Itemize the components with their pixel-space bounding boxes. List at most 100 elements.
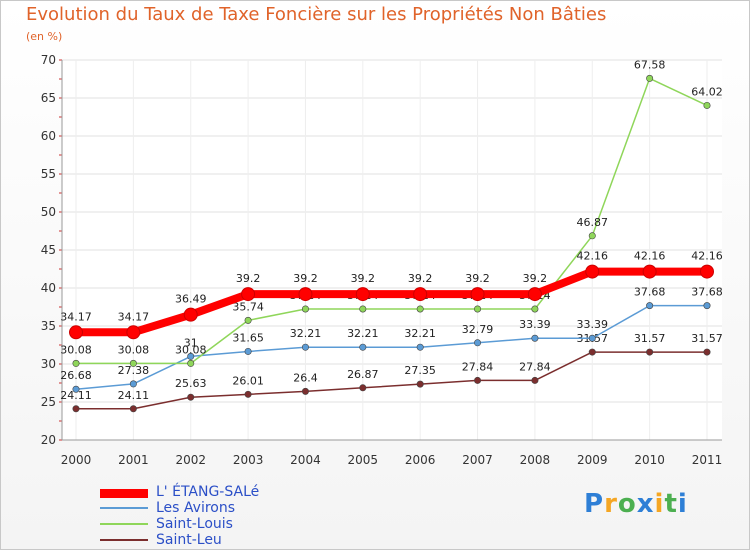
series-line [72, 267, 711, 337]
data-label: 36.49 [175, 293, 207, 306]
data-label: 32.79 [462, 323, 494, 336]
data-point [129, 380, 137, 388]
data-label: 42.16 [691, 250, 723, 263]
data-point [244, 347, 252, 355]
data-point [642, 264, 657, 279]
data-label: 42.16 [577, 250, 609, 263]
data-point [183, 307, 198, 322]
proxiti-logo: Proxiti [584, 489, 688, 519]
logo-letter: o [617, 489, 637, 519]
data-point [187, 352, 195, 360]
data-label: 39.2 [236, 272, 261, 285]
data-label: 39.2 [351, 272, 376, 285]
data-label: 34.17 [118, 310, 150, 323]
x-tick-label: 2004 [290, 453, 321, 467]
data-point [531, 376, 539, 384]
y-tick-label: 50 [41, 205, 56, 219]
logo-letter: t [664, 489, 678, 519]
data-point [187, 393, 195, 401]
data-point [527, 287, 542, 302]
data-label: 30.08 [60, 343, 92, 356]
y-tick-label: 30 [41, 357, 56, 371]
data-label: 64.02 [691, 85, 723, 98]
data-label: 33.39 [519, 318, 551, 331]
data-point [69, 325, 83, 340]
data-label: 39.2 [408, 272, 433, 285]
data-point [72, 405, 80, 413]
data-point [126, 325, 141, 340]
data-label: 39.2 [523, 272, 548, 285]
data-point [646, 348, 654, 356]
logo-letter: i [677, 489, 688, 519]
data-point [646, 302, 654, 310]
data-label: 32.21 [404, 327, 436, 340]
data-label: 25.63 [175, 377, 207, 390]
x-tick-label: 2001 [118, 453, 149, 467]
y-tick-label: 25 [41, 395, 56, 409]
data-point [646, 74, 654, 82]
data-point [244, 316, 252, 324]
legend-swatch-etang-sale [100, 489, 148, 498]
x-tick-label: 2006 [405, 453, 436, 467]
chart-title: Evolution du Taux de Taxe Foncière sur l… [26, 4, 607, 25]
data-point [129, 359, 137, 367]
data-label: 30.08 [175, 343, 207, 356]
data-label: 39.2 [293, 272, 318, 285]
legend-swatch-saint-leu [100, 539, 148, 541]
data-label: 27.35 [404, 364, 436, 377]
data-label: 26.87 [347, 368, 379, 381]
data-label: 32.21 [347, 327, 379, 340]
data-label: 37.68 [634, 286, 666, 299]
data-label: 27.38 [118, 364, 150, 377]
x-tick-label: 2007 [462, 453, 493, 467]
y-tick-label: 35 [41, 319, 56, 333]
y-tick-label: 65 [41, 91, 56, 105]
legend-item-saint-louis: Saint-Louis [100, 516, 320, 534]
logo-letter: P [584, 489, 605, 519]
data-point [531, 305, 539, 313]
data-point [129, 405, 137, 413]
data-label: 46.87 [577, 216, 609, 229]
legend-label: L' ÉTANG-SALé [156, 484, 260, 500]
x-tick-label: 2002 [175, 453, 206, 467]
y-tick-label: 20 [41, 433, 56, 447]
logo-letter: x [636, 489, 655, 519]
data-label: 26.68 [60, 369, 92, 382]
data-point [244, 390, 252, 398]
y-tick-label: 70 [41, 53, 56, 67]
data-point [359, 343, 367, 351]
series-line [75, 77, 708, 365]
legend-item-les-avirons: Les Avirons [100, 500, 320, 518]
data-point [416, 305, 424, 313]
data-label: 24.11 [60, 389, 92, 402]
data-point [588, 348, 596, 356]
data-point [355, 287, 370, 302]
data-point [703, 302, 711, 310]
legend-item-etang-sale: L' ÉTANG-SALé [100, 484, 320, 502]
data-point [474, 305, 482, 313]
data-point [474, 339, 482, 347]
legend-swatch-les-avirons [100, 507, 148, 509]
legend: L' ÉTANG-SALé Les Avirons Saint-Louis Sa… [100, 484, 320, 550]
legend-label: Saint-Louis [156, 516, 233, 532]
y-tick-label: 60 [41, 129, 56, 143]
x-tick-label: 2000 [61, 453, 92, 467]
data-point [416, 343, 424, 351]
data-label: 31.57 [691, 332, 723, 345]
data-label: 33.39 [577, 318, 609, 331]
data-point [359, 305, 367, 313]
data-point [298, 287, 313, 302]
data-label: 31.65 [232, 331, 264, 344]
data-label: 42.16 [634, 250, 666, 263]
data-point [588, 334, 596, 342]
data-point [585, 264, 600, 279]
x-tick-label: 2003 [233, 453, 264, 467]
y-axis-unit: (en %) [26, 30, 63, 43]
data-point [187, 359, 195, 367]
data-point [359, 384, 367, 392]
data-point [413, 287, 428, 302]
data-label: 24.11 [118, 389, 150, 402]
x-tick-label: 2011 [692, 453, 723, 467]
data-point [301, 305, 309, 313]
